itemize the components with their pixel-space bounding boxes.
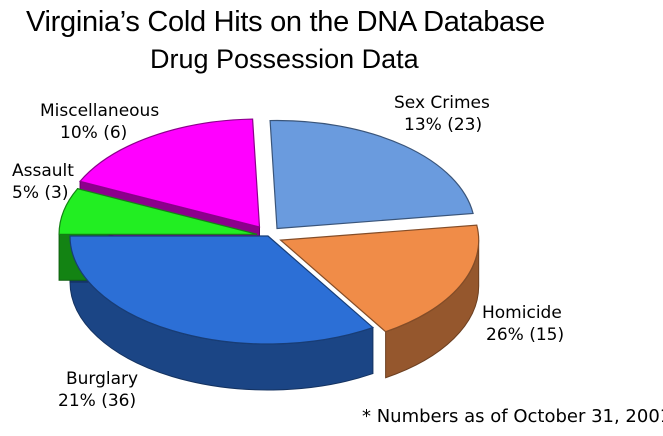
slice-label-homicide: Homicide 26% (15) [482,302,564,346]
slice-name-homicide: Homicide [482,303,562,323]
slice-value-homicide: 26% (15) [486,325,565,345]
slice-name-assault: Assault [12,161,74,181]
slice-value-assault: 5% (3) [12,183,69,203]
slice-value-miscellaneous: 10% (6) [60,123,128,143]
slice-label-sex-crimes: Sex Crimes 13% (23) [394,92,490,136]
slice-sex-crimes [269,119,474,230]
slice-label-burglary: Burglary 21% (36) [58,368,138,412]
slice-miscellaneous [78,118,261,228]
slice-homicide [279,224,480,333]
chart-title: Virginia’s Cold Hits on the DNA Database [26,6,545,38]
slice-value-sex-crimes: 13% (23) [404,115,483,135]
slice-burglary [69,235,375,345]
slice-value-burglary: 21% (36) [58,391,137,411]
slice-label-miscellaneous: Miscellaneous 10% (6) [40,100,159,144]
slice-label-assault: Assault 5% (3) [12,160,74,204]
slice-name-sex-crimes: Sex Crimes [394,93,490,113]
chart-footnote: * Numbers as of October 31, 2001 [362,406,663,427]
slice-assault [58,187,258,235]
slice-name-miscellaneous: Miscellaneous [40,101,160,121]
chart-subtitle: Drug Possession Data [150,44,419,74]
slice-name-burglary: Burglary [66,369,139,389]
